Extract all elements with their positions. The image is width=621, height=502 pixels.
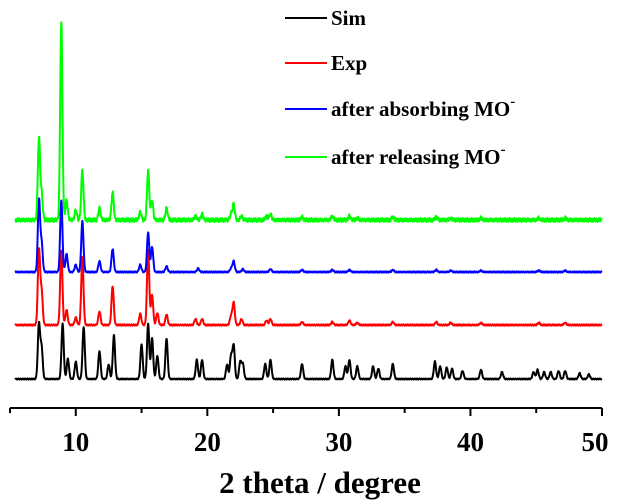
legend: Sim Exp after absorbing MO-after releasing… [285, 6, 515, 169]
series-layer [14, 21, 603, 381]
x-tick-label: 30 [325, 427, 352, 457]
x-axis: 10 20 30 40 50 [9, 407, 609, 457]
series-line-release [14, 21, 603, 223]
x-tick-label: 20 [194, 427, 221, 457]
legend-label-release: after releasing MO- [331, 142, 506, 169]
series-line-sim [14, 320, 603, 381]
legend-superscript: - [501, 142, 506, 158]
x-tick-label: 10 [62, 427, 89, 457]
legend-label-sim: Sim [331, 6, 367, 30]
x-ticks: 10 20 30 40 50 [9, 408, 609, 457]
legend-superscript: - [510, 94, 515, 110]
legend-label-absorb: after absorbing MO- [331, 94, 515, 121]
x-axis-title: 2 theta / degree [219, 465, 421, 500]
x-tick-label: 40 [457, 427, 484, 457]
x-tick-label: 50 [582, 427, 609, 457]
legend-label-exp: Exp [331, 51, 367, 75]
series-line-absorb [14, 197, 603, 274]
series-line-exp [14, 247, 603, 327]
